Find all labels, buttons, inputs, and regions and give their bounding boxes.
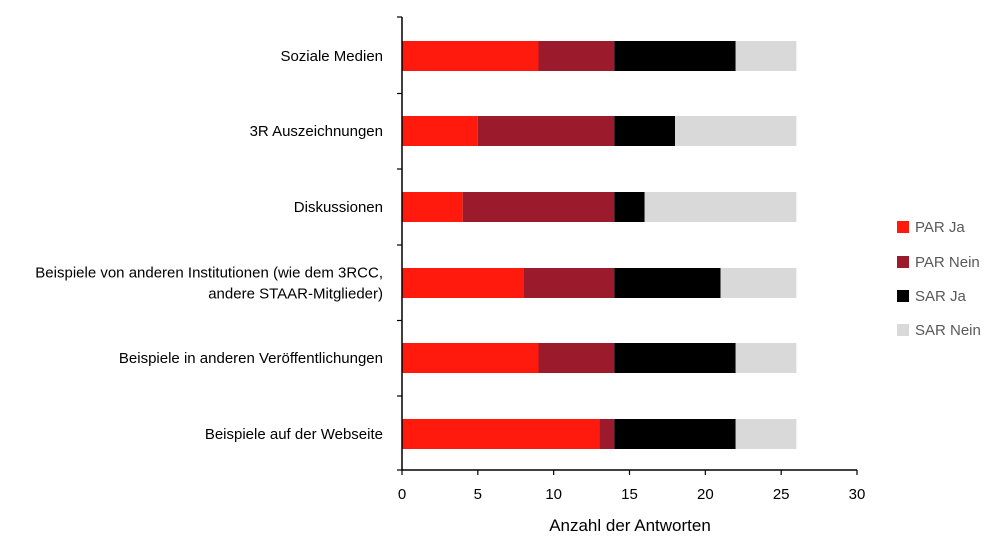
bar-sar-nein-3 [644, 192, 797, 222]
bar-par-nein-5 [538, 343, 615, 373]
bar-sar-nein-2 [675, 116, 797, 146]
bar-sar-nein-5 [735, 343, 797, 373]
x-tick-label-5: 25 [773, 486, 790, 503]
bar-par-ja-3 [402, 192, 463, 222]
category-label-6: Beispiele auf der Webseite [205, 426, 383, 443]
x-tick-labels: 0 5 10 15 20 25 30 [398, 486, 866, 503]
bar-par-ja-6 [402, 419, 600, 449]
bar-sar-ja-4 [614, 268, 721, 298]
bar-sar-nein-1 [735, 41, 797, 71]
legend-swatch-par-ja [897, 221, 909, 233]
axes-group [397, 16, 858, 475]
bar-par-nein-4 [523, 268, 615, 298]
bar-sar-ja-6 [614, 419, 736, 449]
x-axis-title: Anzahl der Antworten [549, 516, 711, 535]
bar-par-ja-4 [402, 268, 524, 298]
bars-group [402, 41, 797, 449]
legend-swatch-sar-nein [897, 324, 909, 336]
legend-label-par-ja: PAR Ja [915, 219, 965, 236]
legend-swatch-sar-ja [897, 290, 909, 302]
bar-par-ja-1 [402, 41, 539, 71]
legend-label-sar-nein: SAR Nein [915, 322, 981, 339]
category-label-5: Beispiele in anderen Veröffentlichungen [119, 350, 383, 367]
x-tick-label-6: 30 [849, 486, 866, 503]
bar-sar-nein-4 [720, 268, 797, 298]
bar-par-nein-3 [462, 192, 615, 222]
x-tick-label-3: 15 [621, 486, 638, 503]
x-tick-label-2: 10 [545, 486, 562, 503]
bar-par-nein-1 [538, 41, 615, 71]
category-labels: Soziale Medien 3R Auszeichnungen Diskussio… [35, 48, 383, 443]
category-label-1: Soziale Medien [280, 48, 383, 65]
bar-par-nein-6 [599, 419, 615, 449]
bar-sar-ja-2 [614, 116, 675, 146]
bar-par-ja-5 [402, 343, 539, 373]
x-tick-label-0: 0 [398, 486, 406, 503]
legend: PAR Ja PAR Nein SAR Ja SAR Nein [897, 219, 981, 339]
category-label-4-line-1: Beispiele von anderen Institutionen (wie… [35, 265, 383, 282]
category-label-2: 3R Auszeichnungen [250, 123, 383, 140]
x-tick-label-4: 20 [697, 486, 714, 503]
legend-swatch-par-nein [897, 256, 909, 268]
bar-par-ja-2 [402, 116, 478, 146]
category-label-4-line-2: andere STAAR-Mitglieder) [208, 286, 383, 303]
legend-label-sar-ja: SAR Ja [915, 288, 967, 305]
legend-label-par-nein: PAR Nein [915, 254, 980, 271]
bar-sar-ja-3 [614, 192, 645, 222]
bar-sar-ja-1 [614, 41, 736, 71]
x-tick-label-1: 5 [474, 486, 482, 503]
category-label-3: Diskussionen [294, 199, 383, 216]
bar-par-nein-2 [477, 116, 615, 146]
bar-sar-nein-6 [735, 419, 797, 449]
bar-sar-ja-5 [614, 343, 736, 373]
